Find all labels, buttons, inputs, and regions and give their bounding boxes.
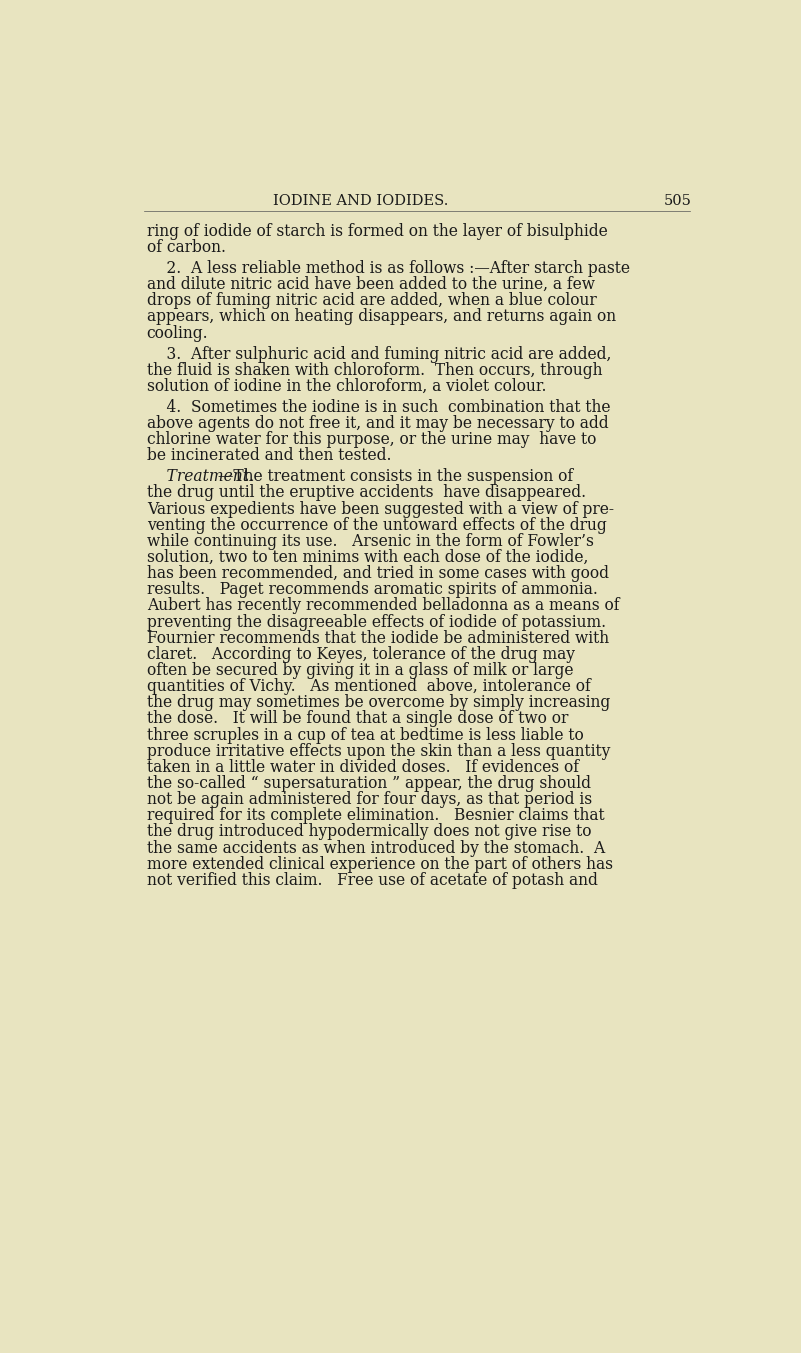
- Text: not be again administered for four days, as that period is: not be again administered for four days,…: [147, 792, 592, 808]
- Text: 2.  A less reliable method is as follows :—After starch paste: 2. A less reliable method is as follows …: [147, 260, 630, 277]
- Text: Fournier recommends that the iodide be administered with: Fournier recommends that the iodide be a…: [147, 629, 609, 647]
- Text: ring of iodide of starch is formed on the layer of bisulphide: ring of iodide of starch is formed on th…: [147, 223, 607, 239]
- Text: Aubert has recently recommended belladonna as a means of: Aubert has recently recommended belladon…: [147, 598, 619, 614]
- Text: has been recommended, and tried in some cases with good: has been recommended, and tried in some …: [147, 566, 609, 582]
- Text: produce irritative effects upon the skin than a less quantity: produce irritative effects upon the skin…: [147, 743, 610, 760]
- Text: and dilute nitric acid have been added to the urine, a few: and dilute nitric acid have been added t…: [147, 276, 594, 294]
- Text: results.   Paget recommends aromatic spirits of ammonia.: results. Paget recommends aromatic spiri…: [147, 582, 598, 598]
- Text: preventing the disagreeable effects of iodide of potassium.: preventing the disagreeable effects of i…: [147, 613, 606, 630]
- Text: cooling.: cooling.: [147, 325, 208, 341]
- Text: more extended clinical experience on the part of others has: more extended clinical experience on the…: [147, 856, 613, 873]
- Text: often be secured by giving it in a glass of milk or large: often be secured by giving it in a glass…: [147, 662, 574, 679]
- Text: chlorine water for this purpose, or the urine may  have to: chlorine water for this purpose, or the …: [147, 432, 596, 448]
- Text: the drug until the eruptive accidents  have disappeared.: the drug until the eruptive accidents ha…: [147, 484, 586, 502]
- Text: above agents do not free it, and it may be necessary to add: above agents do not free it, and it may …: [147, 415, 608, 432]
- Text: the dose.   It will be found that a single dose of two or: the dose. It will be found that a single…: [147, 710, 568, 728]
- Text: required for its complete elimination.   Besnier claims that: required for its complete elimination. B…: [147, 808, 604, 824]
- Text: be incinerated and then tested.: be incinerated and then tested.: [147, 448, 391, 464]
- Text: the drug may sometimes be overcome by simply increasing: the drug may sometimes be overcome by si…: [147, 694, 610, 712]
- Text: taken in a little water in divided doses.   If evidences of: taken in a little water in divided doses…: [147, 759, 578, 775]
- Text: while continuing its use.   Arsenic in the form of Fowler’s: while continuing its use. Arsenic in the…: [147, 533, 594, 549]
- Text: of carbon.: of carbon.: [147, 239, 226, 256]
- Text: solution, two to ten minims with each dose of the iodide,: solution, two to ten minims with each do…: [147, 549, 588, 566]
- Text: the fluid is shaken with chloroform.  Then occurs, through: the fluid is shaken with chloroform. The…: [147, 361, 602, 379]
- Text: solution of iodine in the chloroform, a violet colour.: solution of iodine in the chloroform, a …: [147, 377, 546, 395]
- Text: 3.  After sulphuric acid and fuming nitric acid are added,: 3. After sulphuric acid and fuming nitri…: [147, 345, 611, 363]
- Text: venting the occurrence of the untoward effects of the drug: venting the occurrence of the untoward e…: [147, 517, 606, 533]
- Text: Various expedients have been suggested with a view of pre-: Various expedients have been suggested w…: [147, 501, 614, 518]
- Text: the drug introduced hypodermically does not give rise to: the drug introduced hypodermically does …: [147, 824, 591, 840]
- Text: 505: 505: [663, 193, 691, 208]
- Text: Treatment.: Treatment.: [147, 468, 254, 486]
- Text: three scruples in a cup of tea at bedtime is less liable to: three scruples in a cup of tea at bedtim…: [147, 727, 583, 744]
- Text: 4.  Sometimes the iodine is in such  combination that the: 4. Sometimes the iodine is in such combi…: [147, 399, 610, 415]
- Text: drops of fuming nitric acid are added, when a blue colour: drops of fuming nitric acid are added, w…: [147, 292, 597, 310]
- Text: not verified this claim.   Free use of acetate of potash and: not verified this claim. Free use of ace…: [147, 871, 598, 889]
- Text: the same accidents as when introduced by the stomach.  A: the same accidents as when introduced by…: [147, 840, 605, 856]
- Text: claret.   According to Keyes, tolerance of the drug may: claret. According to Keyes, tolerance of…: [147, 645, 574, 663]
- Text: IODINE AND IODIDES.: IODINE AND IODIDES.: [273, 193, 449, 208]
- Text: the so-called “ supersaturation ” appear, the drug should: the so-called “ supersaturation ” appear…: [147, 775, 590, 792]
- Text: appears, which on heating disappears, and returns again on: appears, which on heating disappears, an…: [147, 308, 616, 325]
- Text: —The treatment consists in the suspension of: —The treatment consists in the suspensio…: [218, 468, 574, 486]
- Text: quantities of Vichy.   As mentioned  above, intolerance of: quantities of Vichy. As mentioned above,…: [147, 678, 590, 695]
